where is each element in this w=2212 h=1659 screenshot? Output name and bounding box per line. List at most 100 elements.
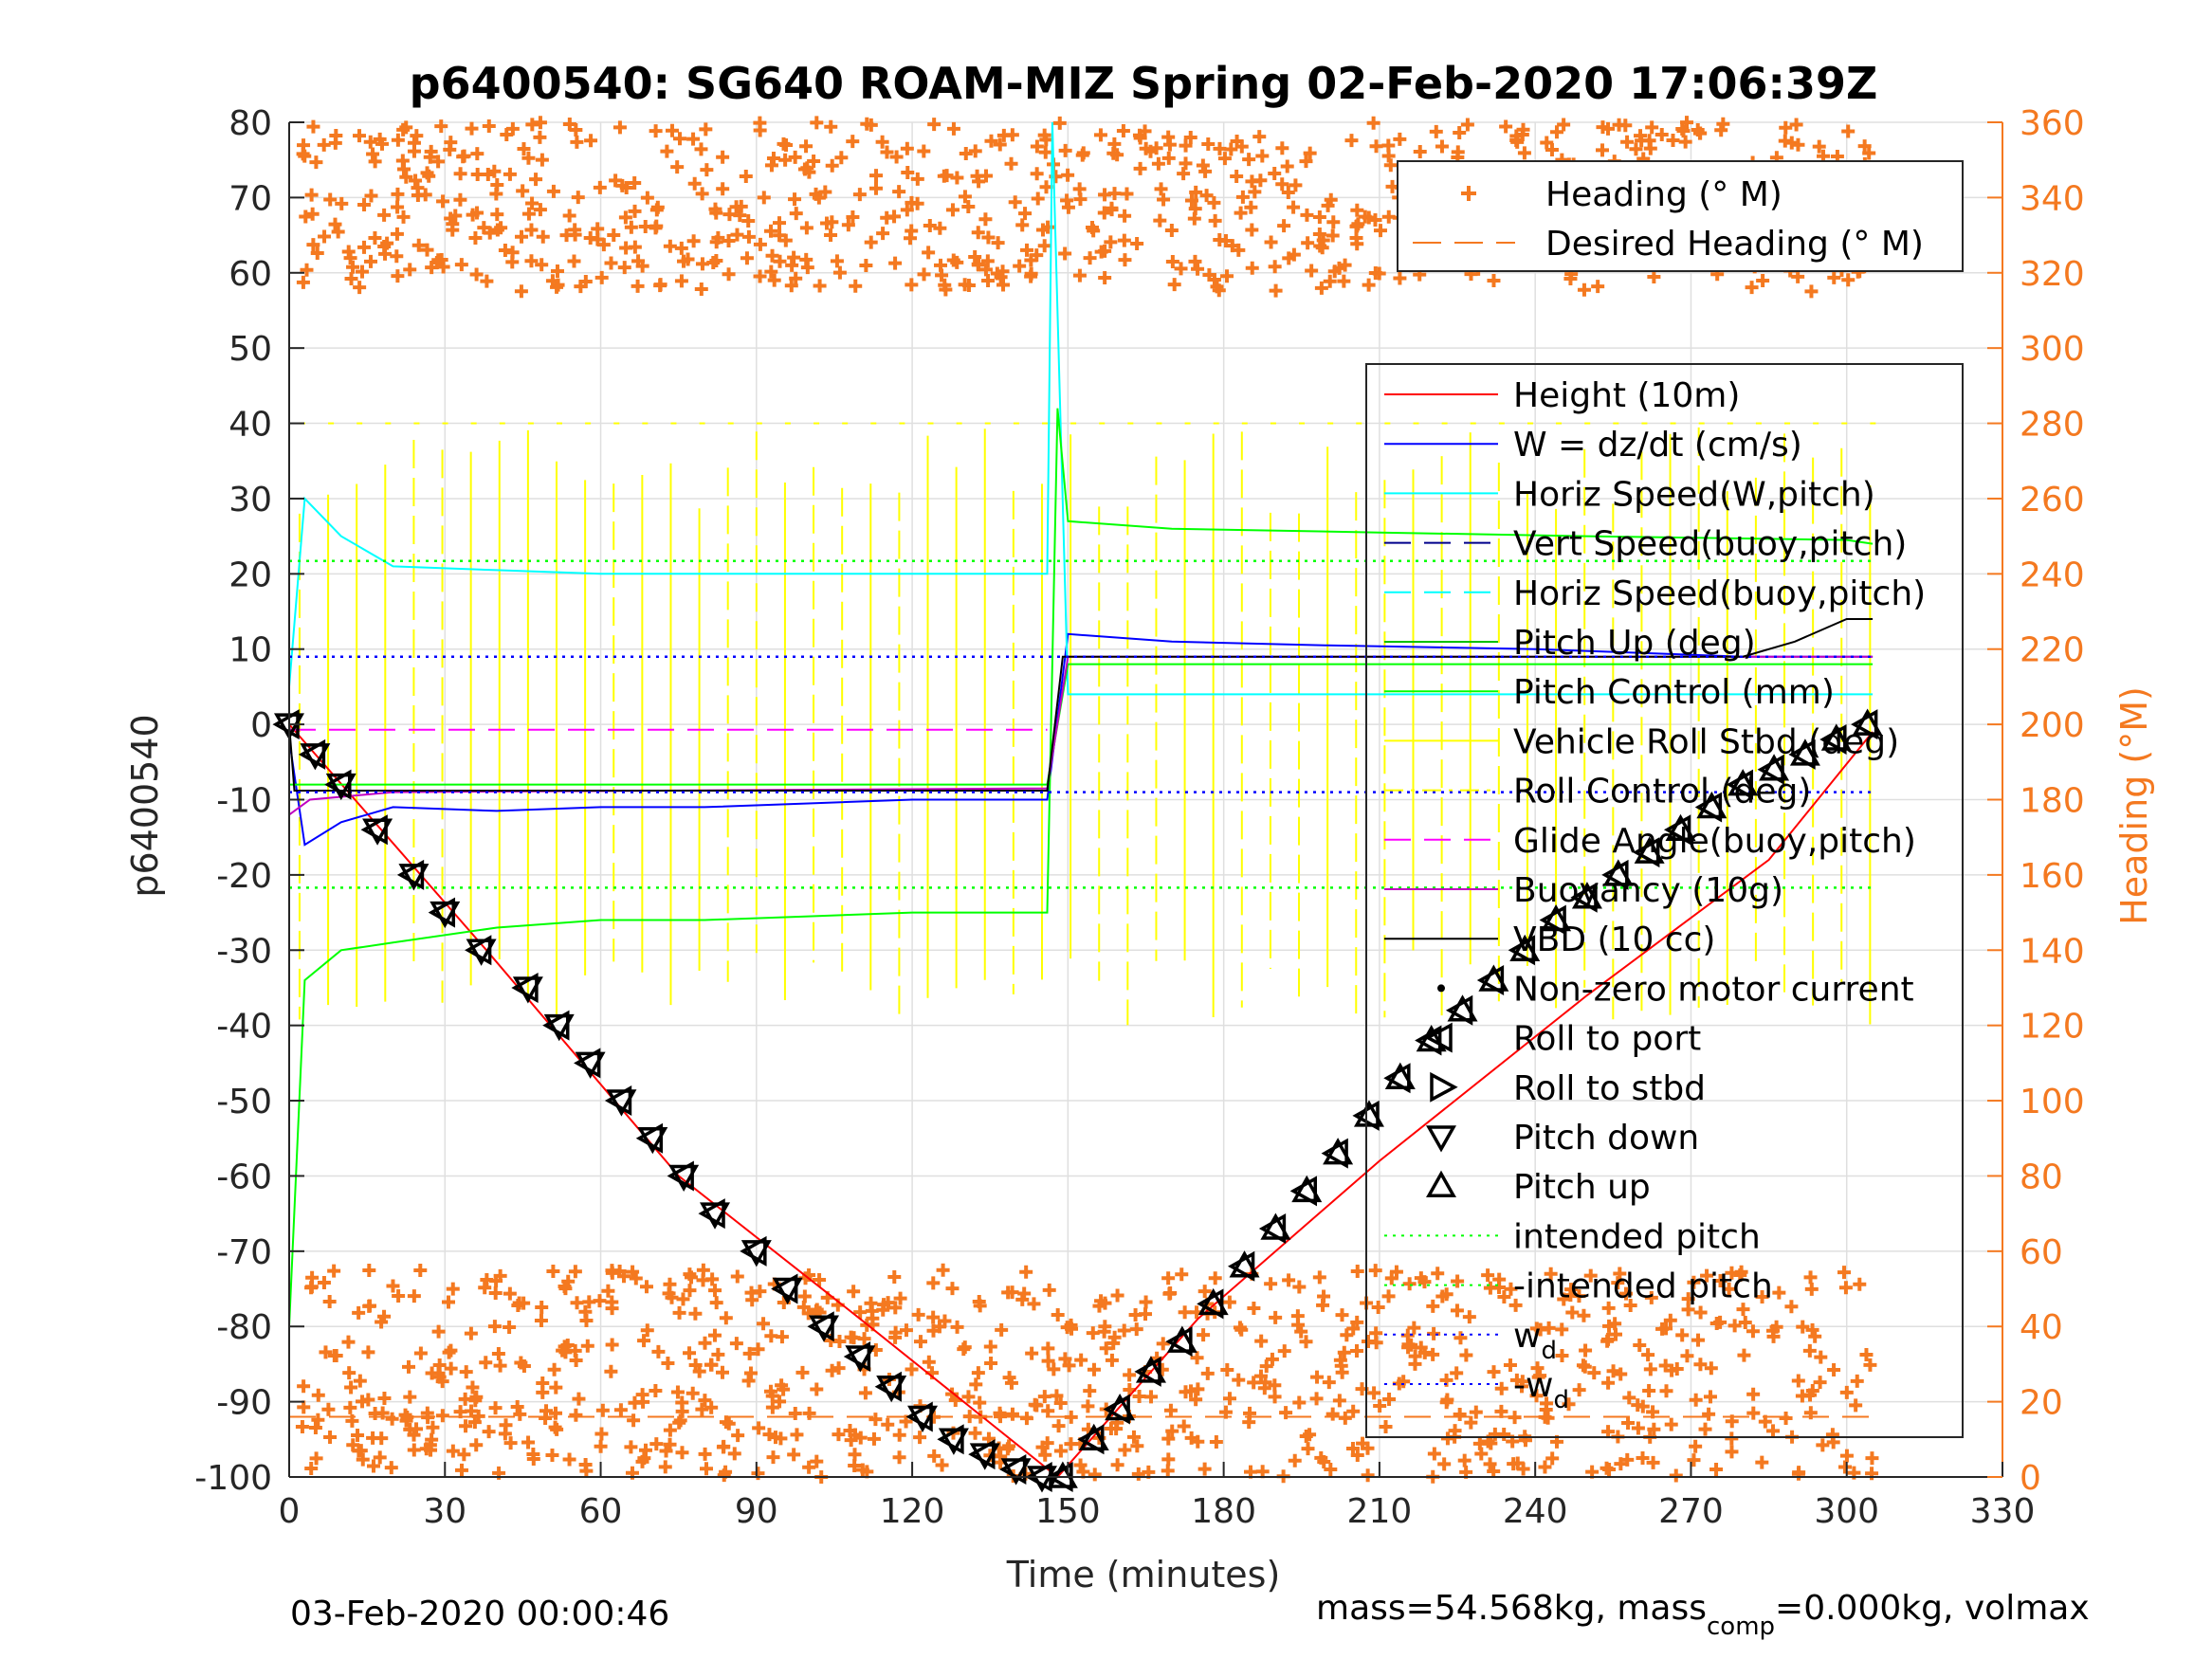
y2-tick-label: 0: [2020, 1459, 2041, 1498]
heading-point: [431, 155, 446, 169]
heading-point: [505, 246, 520, 260]
heading-point: [548, 1420, 562, 1434]
heading-point: [373, 1450, 387, 1465]
roll-marker: [360, 814, 388, 846]
heading-point: [1849, 1398, 1863, 1413]
roll-marker: [1570, 882, 1598, 913]
heading-point: [1401, 1340, 1416, 1355]
heading-point: [832, 1361, 846, 1376]
heading-point: [1107, 187, 1122, 201]
heading-point: [297, 1379, 311, 1394]
heading-point: [1698, 1422, 1712, 1436]
heading-point: [981, 230, 996, 245]
heading-point: [709, 1296, 723, 1310]
heading-point: [637, 1451, 651, 1466]
heading-point: [1065, 1322, 1079, 1336]
heading-point: [1529, 1389, 1544, 1403]
heading-point: [1863, 1358, 1877, 1372]
heading-point: [1450, 1366, 1464, 1380]
heading-point: [1539, 1403, 1553, 1416]
heading-point: [922, 246, 936, 260]
heading-point: [694, 283, 708, 297]
heading-point: [1312, 210, 1326, 224]
heading-point: [1618, 1286, 1633, 1301]
heading-point: [743, 1366, 758, 1380]
heading-point: [514, 1356, 528, 1370]
heading-point: [628, 204, 642, 218]
heading-point: [1138, 124, 1152, 138]
heading-point: [364, 189, 378, 203]
heading-point: [1644, 1290, 1658, 1304]
heading-point: [650, 200, 665, 214]
heading-point: [410, 129, 424, 143]
heading-point: [1081, 1399, 1095, 1413]
legend-label: Roll Control (deg): [1513, 773, 1811, 811]
heading-point: [390, 227, 404, 241]
heading-point: [1853, 1277, 1867, 1291]
heading-point: [936, 1263, 950, 1277]
legend-label: Roll to port: [1513, 1020, 1701, 1059]
heading-point: [510, 1399, 524, 1413]
heading-point: [1778, 134, 1792, 148]
heading-point: [810, 1454, 824, 1468]
heading-point: [351, 1429, 365, 1442]
heading-point: [1691, 1333, 1706, 1347]
heading-point: [700, 163, 714, 177]
heading-point: [446, 1282, 460, 1296]
heading-point: [346, 260, 360, 274]
heading-point: [1164, 224, 1179, 238]
heading-point: [1602, 1463, 1617, 1477]
heading-point: [521, 151, 536, 165]
heading-point: [361, 1393, 375, 1407]
heading-point: [1545, 1451, 1560, 1466]
roll-marker: [937, 1424, 964, 1455]
heading-point: [753, 237, 767, 251]
heading-point: [453, 192, 467, 207]
heading-point: [317, 137, 331, 152]
heading-point: [984, 134, 998, 148]
heading-point: [1097, 206, 1111, 220]
heading-point: [1368, 265, 1382, 280]
heading-point: [1827, 270, 1841, 284]
heading-point: [1232, 1373, 1246, 1387]
y-tick-label: 30: [229, 481, 272, 520]
heading-point: [366, 147, 380, 161]
heading-legend-label: Heading (° M): [1545, 175, 1782, 214]
heading-point: [1497, 1427, 1511, 1441]
y2-axis-title: Heading (°M): [2113, 686, 2155, 925]
pitch-up-marker: [1665, 813, 1696, 842]
pitch-up-marker: [1197, 1287, 1229, 1316]
heading-point: [1483, 1457, 1497, 1471]
heading-point: [1245, 223, 1259, 237]
heading-point: [983, 1340, 997, 1354]
roll-marker: [1508, 935, 1535, 966]
heading-point: [503, 1436, 518, 1450]
legend-label: Horiz Speed(W,pitch): [1513, 475, 1875, 514]
heading-point: [946, 121, 960, 136]
heading-point: [742, 1346, 757, 1360]
heading-point: [515, 229, 529, 244]
heading-point: [1289, 178, 1303, 192]
heading-point: [773, 216, 787, 230]
heading-point: [1693, 1305, 1708, 1320]
heading-point: [937, 169, 951, 183]
heading-point: [830, 254, 844, 268]
legend-label: W = dz/dt (cm/s): [1513, 426, 1802, 465]
heading-point: [327, 1348, 341, 1362]
heading-point: [709, 206, 723, 220]
heading-point: [1309, 1392, 1324, 1406]
heading-point: [1041, 1354, 1055, 1368]
heading-point: [1492, 1281, 1507, 1295]
heading-point: [813, 1273, 827, 1287]
heading-point: [304, 188, 319, 202]
heading-point: [1177, 167, 1191, 181]
heading-point: [1201, 137, 1216, 152]
heading-point: [524, 254, 539, 268]
heading-point: [1037, 1390, 1051, 1404]
heading-point: [521, 1435, 536, 1449]
heading-point: [1709, 1463, 1724, 1477]
heading-point: [777, 1382, 791, 1396]
pitch-up-marker: [1166, 1325, 1197, 1353]
roll-marker: [843, 1340, 871, 1372]
heading-point: [604, 256, 618, 270]
